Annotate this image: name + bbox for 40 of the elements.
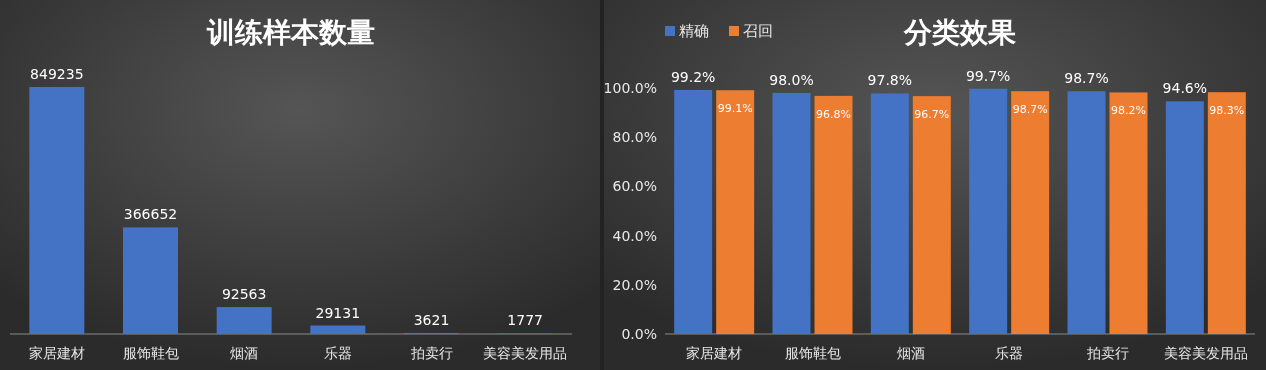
data-label: 1777 <box>507 312 543 329</box>
data-label: 849235 <box>30 66 84 82</box>
data-label: 98.7% <box>1064 70 1109 87</box>
x-tick-label: 家居建材 <box>686 345 743 361</box>
data-label: 29131 <box>315 304 361 321</box>
x-tick-label: 烟酒 <box>230 345 259 361</box>
x-tick-label: 拍卖行 <box>1085 345 1129 361</box>
data-label: 96.8% <box>816 107 851 121</box>
data-label: 99.7% <box>965 67 1011 84</box>
data-label: 99.1% <box>717 102 753 116</box>
data-label: 98.2% <box>1111 104 1146 118</box>
legend-label: 精确 <box>679 22 709 40</box>
data-label: 99.2% <box>670 68 716 85</box>
data-label: 3621 <box>413 311 450 328</box>
x-tick-label: 家居建材 <box>28 345 85 361</box>
chart-title: 训练样本数量 <box>206 16 375 49</box>
data-label: 94.6% <box>1162 80 1208 97</box>
data-label: 366652 <box>123 206 178 223</box>
y-tick-label: 60.0% <box>612 178 657 195</box>
y-tick-label: 20.0% <box>612 276 657 293</box>
x-tick-label: 服饰鞋包 <box>784 345 841 361</box>
data-label: 98.0% <box>769 71 814 88</box>
x-tick-label: 乐器 <box>995 345 1024 361</box>
data-label: 96.7% <box>914 108 950 122</box>
y-tick-label: 80.0% <box>612 129 657 146</box>
chart-title: 分类效果 <box>903 16 1016 49</box>
x-tick-label: 服饰鞋包 <box>122 345 179 361</box>
data-label: 92563 <box>221 286 267 303</box>
y-tick-label: 100.0% <box>603 80 657 96</box>
x-tick-label: 美容美发用品 <box>483 345 568 361</box>
x-tick-label: 美容美发用品 <box>1163 345 1248 361</box>
data-label: 97.8% <box>867 72 913 89</box>
y-tick-label: 0.0% <box>621 326 657 342</box>
x-tick-label: 拍卖行 <box>409 345 453 361</box>
x-tick-label: 乐器 <box>323 345 352 361</box>
legend-label: 召回 <box>743 22 773 40</box>
y-tick-label: 40.0% <box>612 227 657 244</box>
data-label: 98.7% <box>1012 103 1048 117</box>
data-label: 98.3% <box>1209 104 1245 118</box>
x-tick-label: 烟酒 <box>896 345 925 361</box>
